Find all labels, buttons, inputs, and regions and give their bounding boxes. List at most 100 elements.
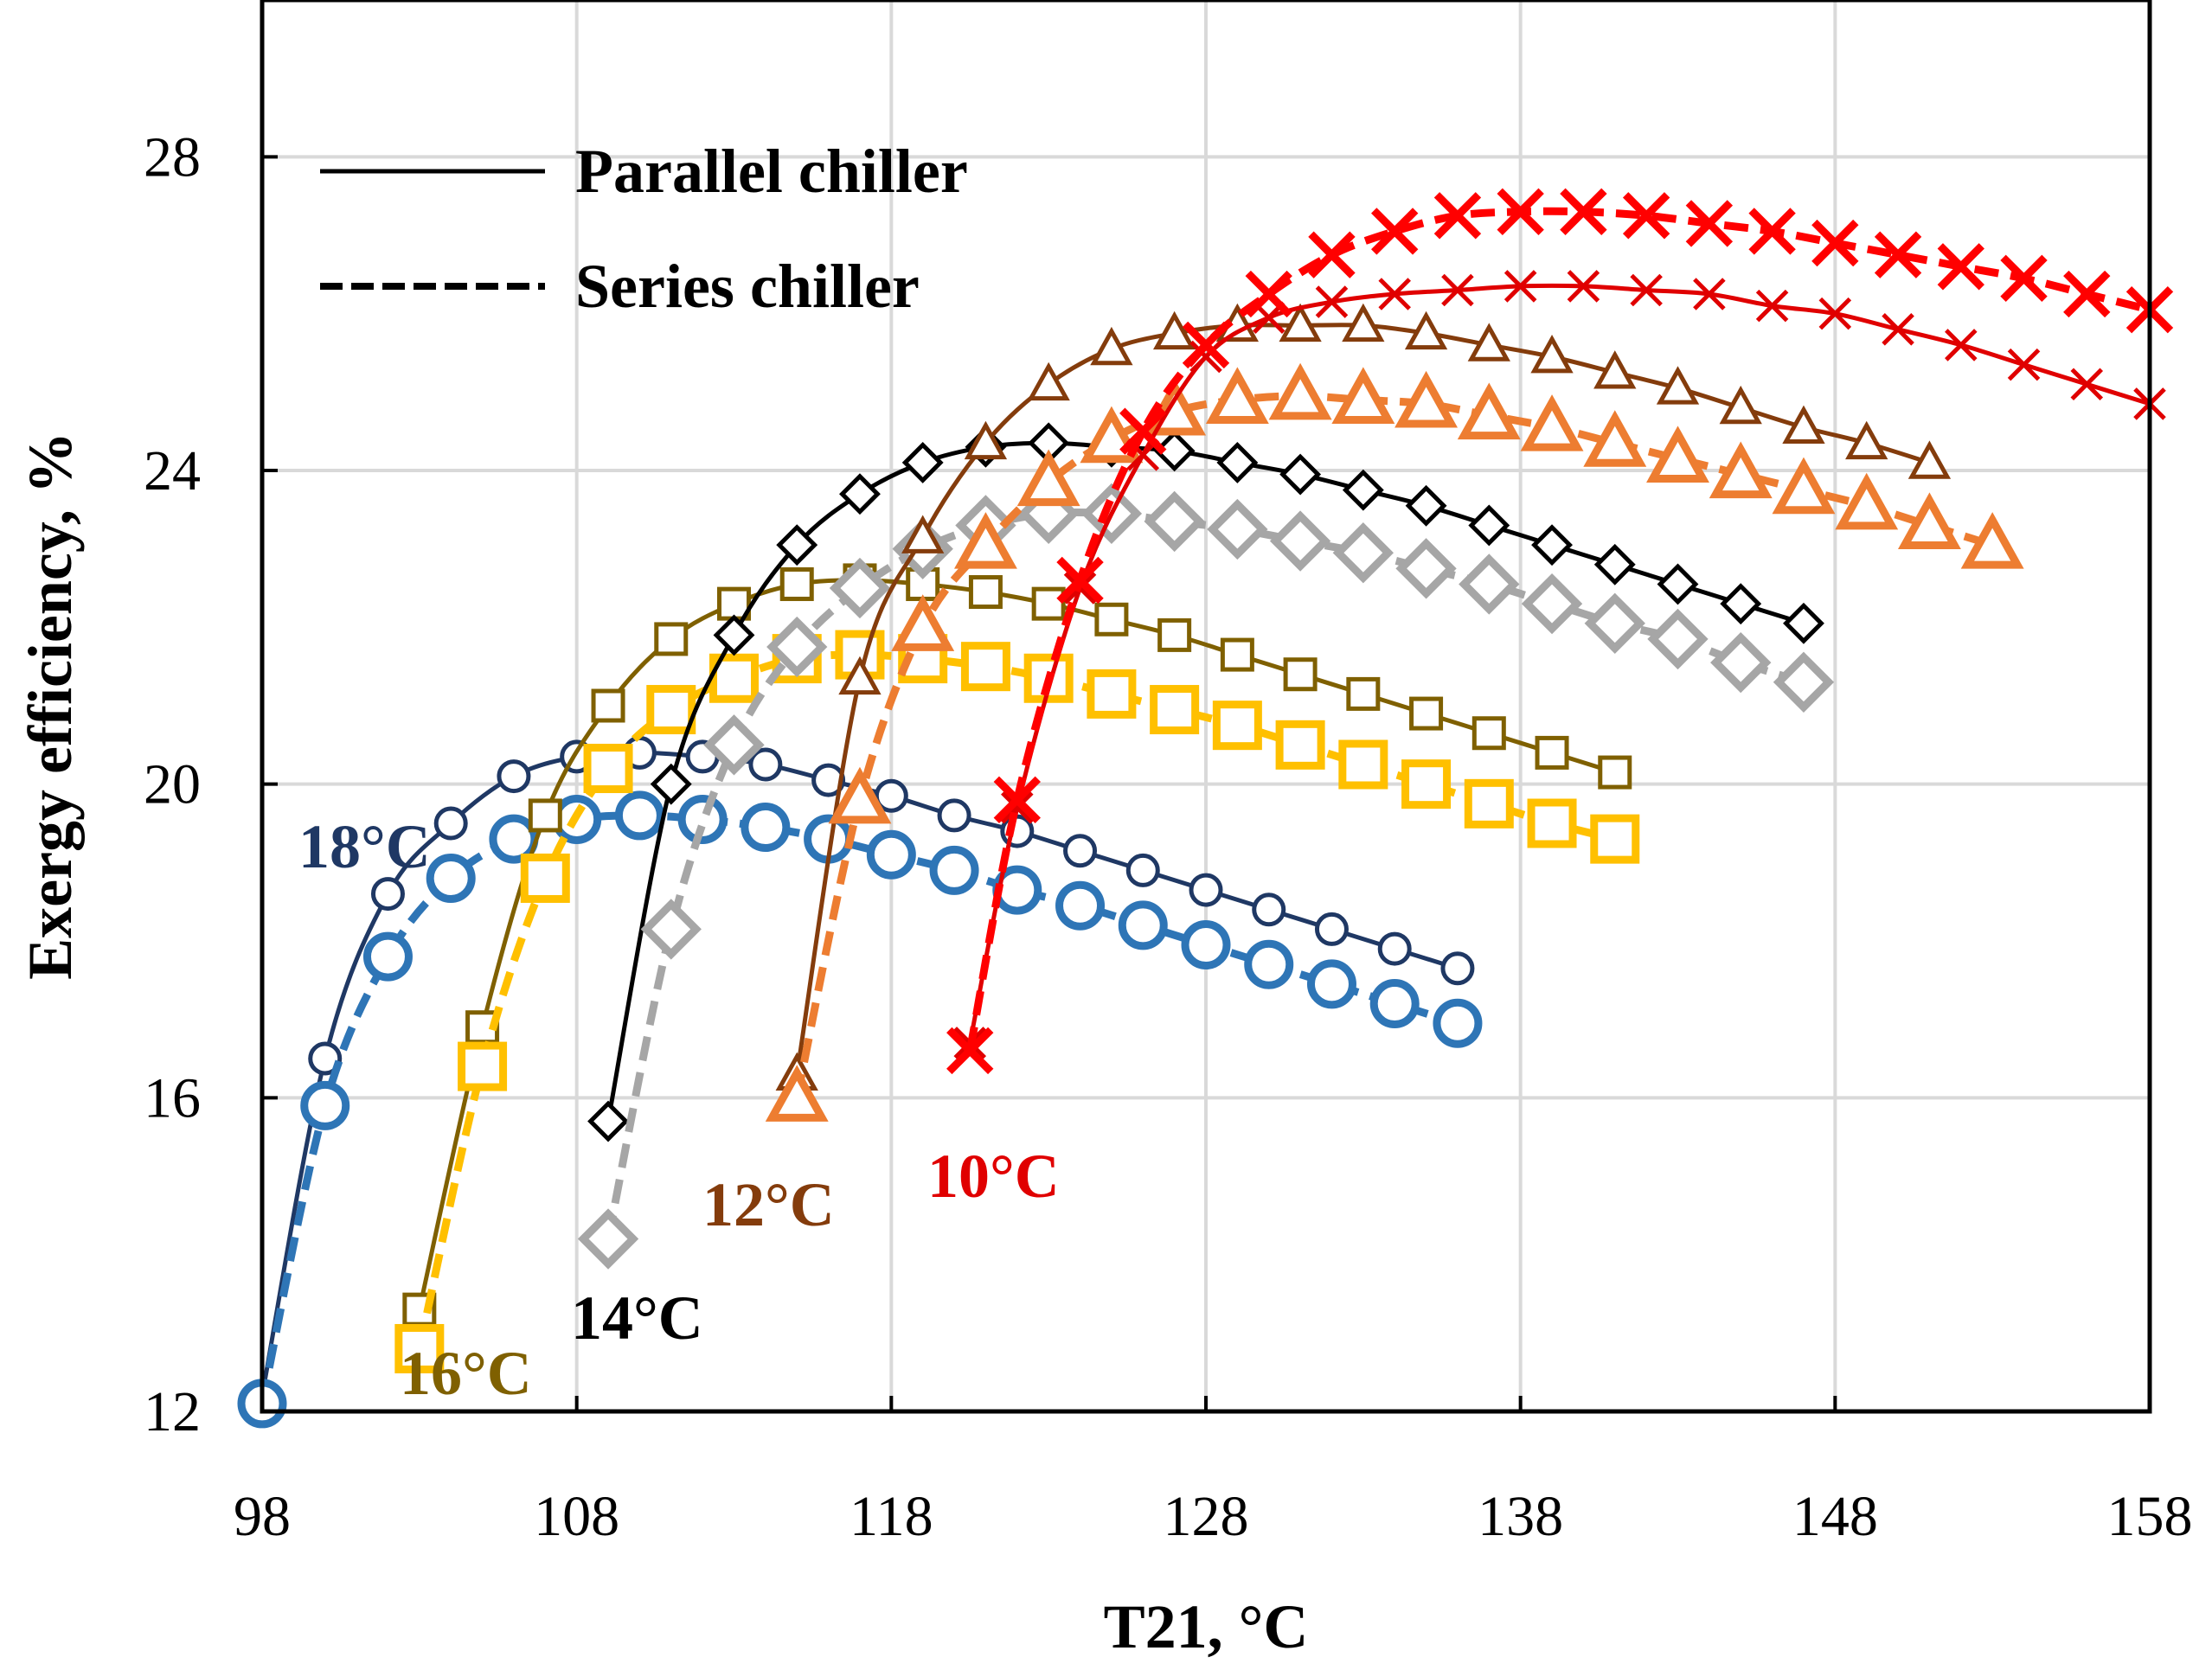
12c-parallel-triangle-marker [1530, 334, 1574, 374]
14c-parallel-diamond-marker [713, 614, 755, 656]
18c-series-circle-marker [1433, 998, 1483, 1048]
10c-parallel-x-marker [1315, 285, 1349, 318]
legend-label-parallel: Parallel chiller [575, 137, 968, 206]
x-tick-label: 118 [850, 1485, 933, 1548]
x-tick-label: 128 [1164, 1485, 1249, 1548]
10c-series-x-marker [1748, 208, 1796, 255]
16c-series-square-marker [1401, 759, 1452, 809]
18c-series-circle-marker [362, 931, 413, 982]
12c-parallel-triangle-marker [1279, 303, 1322, 342]
18c-parallel-circle-marker [874, 778, 908, 813]
12c-parallel-triangle-marker [1342, 303, 1385, 342]
x-marker-stroke [1874, 231, 1922, 278]
16c-parallel-square-marker [1471, 716, 1506, 751]
y-tick-label: 12 [144, 1380, 201, 1443]
12c-parallel-triangle-marker [1404, 310, 1448, 350]
12c-series-triangle-marker [1646, 425, 1709, 483]
16c-parallel-square-marker [1220, 637, 1254, 672]
10c-series-x-marker [946, 1027, 994, 1075]
10c-series-x-marker [1622, 192, 1670, 240]
x-marker-stroke [1497, 188, 1544, 235]
x-marker-stroke [1371, 208, 1419, 255]
x-marker-stroke [1001, 791, 1034, 824]
x-marker-stroke [1189, 340, 1222, 374]
12c-series-triangle-marker [1709, 441, 1773, 499]
x-tick-label: 158 [2107, 1485, 2193, 1548]
label-14c: 14°C [571, 1283, 703, 1353]
y-tick-label: 24 [144, 439, 201, 502]
series-18c-series [237, 790, 1483, 1429]
x-marker-stroke [1182, 321, 1230, 369]
16c-series-square-marker [394, 1323, 445, 1373]
18c-series-circle-marker [426, 853, 476, 903]
16c-parallel-square-marker [1535, 735, 1569, 770]
10c-parallel-x-marker [1567, 270, 1600, 303]
series-line-18c-series [258, 811, 1459, 1404]
12c-series-triangle-marker [1520, 394, 1584, 451]
10c-parallel-x-marker [1693, 278, 1726, 310]
10c-series-x-marker [2000, 254, 2048, 303]
10c-parallel-x-marker [1504, 270, 1537, 303]
legend-label-series: Series chiller [575, 252, 920, 321]
14c-series-diamond-marker [577, 1208, 639, 1270]
18c-series-circle-marker [677, 794, 728, 844]
18c-parallel-circle-marker [1252, 893, 1286, 927]
x-marker-stroke [993, 776, 1041, 823]
y-tick-label: 20 [144, 753, 201, 816]
16c-series-square-marker [1275, 720, 1325, 770]
18c-parallel-circle-marker [1189, 873, 1223, 907]
x-marker-stroke [1308, 231, 1356, 278]
16c-series-square-marker [1087, 669, 1137, 719]
18c-parallel-circle-marker [370, 877, 405, 912]
x-marker-stroke [1693, 278, 1726, 310]
label-18c: 18°C [298, 812, 431, 881]
14c-parallel-diamond-marker [1593, 543, 1636, 585]
14c-series-diamond-marker [1332, 522, 1394, 584]
10c-series-x-marker [1874, 231, 1922, 278]
16c-series-square-marker [1150, 685, 1200, 735]
x-tick-label: 138 [1478, 1485, 1563, 1548]
14c-parallel-diamond-marker [587, 1100, 629, 1142]
14c-series-diamond-marker [1773, 651, 1835, 713]
10c-parallel-x-marker [2007, 348, 2041, 381]
12c-series-triangle-marker [765, 1065, 829, 1122]
x-marker-stroke [1378, 278, 1411, 310]
12c-series-triangle-marker [1205, 367, 1269, 424]
x-marker-stroke [1056, 556, 1104, 605]
x-marker-stroke [1433, 192, 1482, 240]
14c-parallel-diamond-marker [901, 441, 944, 483]
14c-series-diamond-marker [1269, 510, 1331, 572]
14c-series-diamond-marker [1584, 592, 1645, 654]
18c-parallel-circle-marker [497, 759, 531, 794]
18c-parallel-circle-marker [308, 1041, 343, 1076]
14c-series-diamond-marker [703, 714, 765, 776]
10c-parallel-x-marker [1001, 791, 1034, 824]
x-marker-stroke [2007, 348, 2041, 381]
12c-parallel-triangle-marker [1656, 366, 1700, 405]
16c-series-square-marker [1464, 778, 1514, 829]
10c-series-x-marker [993, 776, 1041, 823]
10c-series-x-marker [1560, 188, 1607, 235]
label-16c: 16°C [400, 1339, 532, 1408]
x-marker-stroke [1630, 273, 1663, 307]
18c-parallel-circle-marker [1440, 951, 1475, 986]
x-marker-stroke [2000, 254, 2048, 303]
12c-series-triangle-marker [1897, 492, 1961, 550]
14c-series-diamond-marker [1395, 538, 1457, 599]
12c-series-triangle-marker [1583, 410, 1647, 467]
16c-parallel-square-marker [654, 622, 689, 656]
16c-series-square-marker [646, 685, 696, 735]
12c-parallel-triangle-marker [901, 515, 945, 553]
10c-parallel-x-marker [1378, 278, 1411, 310]
12c-series-triangle-marker [828, 766, 892, 824]
x-tick-label: 108 [534, 1485, 619, 1548]
10c-series-x-marker [1056, 556, 1104, 605]
10c-series-x-marker [1497, 188, 1544, 235]
x-marker-stroke [1685, 200, 1734, 247]
14c-parallel-diamond-marker [1342, 469, 1384, 511]
12c-parallel-triangle-marker [1907, 440, 1952, 479]
gridlines [262, 0, 2150, 1411]
12c-parallel-triangle-marker [1845, 420, 1888, 460]
18c-parallel-circle-marker [748, 747, 783, 782]
x-marker-stroke [2070, 368, 2104, 401]
